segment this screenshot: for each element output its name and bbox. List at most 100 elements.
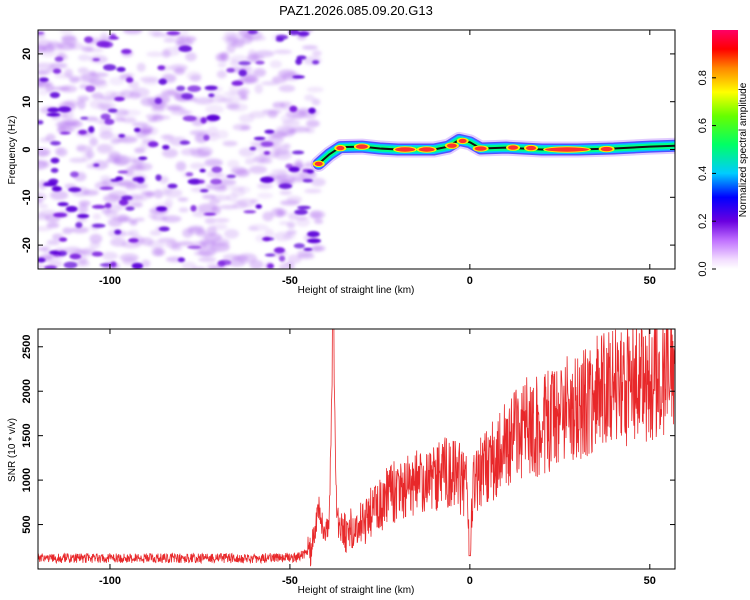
noise-blob [162,144,170,150]
noise-blob [213,185,228,192]
spectrogram-y-tick-label: -10 [21,189,33,205]
noise-blob [228,84,239,94]
noise-blob [278,255,286,262]
noise-blob [179,109,193,116]
noise-blob [163,188,183,198]
noise-blob [78,204,89,214]
noise-blob [281,72,301,81]
noise-blob [236,198,256,208]
noise-blob [166,107,186,112]
noise-blob [211,205,221,215]
noise-blob [286,230,297,235]
noise-blob [57,250,68,257]
noise-blob [304,94,315,102]
noise-blob [186,71,202,81]
noise-blob [118,133,126,138]
noise-blob [70,171,79,178]
noise-blob [138,156,148,161]
noise-blob [185,36,197,42]
noise-blob [42,44,55,53]
noise-blob [91,251,104,257]
noise-blob [247,30,259,35]
noise-blob [58,237,68,242]
noise-blob [170,245,183,251]
noise-blob [297,249,313,257]
snr-y-ticks: 500 1000 1500 2000 2500 [21,335,675,534]
noise-blob [110,178,120,182]
noise-blob [244,157,255,165]
noise-blob [313,219,324,224]
colorbar: 0.0 0.2 0.4 0.6 0.8 Normalized spectral ampl… [697,30,749,277]
noise-blob [38,203,49,209]
spectrogram-x-tick-label: 50 [644,275,656,287]
noise-blob [276,172,288,180]
noise-blob [163,38,177,43]
noise-blob [99,186,114,191]
noise-blob [224,228,239,239]
noise-blob [187,85,202,92]
noise-blob [271,207,283,212]
noise-blob [271,143,283,151]
noise-blob [151,215,168,221]
snr-y-label: SNR (10 * v/v) [7,418,18,482]
ridge-hotspot-core [418,147,435,152]
noise-blob [226,33,245,43]
noise-blob [84,36,93,43]
noise-blob [237,87,250,97]
noise-blob [50,62,68,69]
noise-blob [61,34,77,42]
noise-blob [292,75,305,79]
noise-blob [147,117,158,123]
noise-blob [89,137,98,147]
noise-blob [291,171,302,176]
colorbar-tick-label: 0.6 [697,118,709,133]
noise-blob [117,180,137,188]
noise-blob [50,141,61,146]
noise-blob [192,210,208,218]
noise-blob [43,181,58,187]
noise-blob [179,140,191,145]
noise-blob [268,135,284,144]
noise-blob [85,85,96,93]
noise-light-blobs [38,30,326,269]
noise-blob [218,179,237,186]
noise-blob [136,176,145,184]
noise-blob [204,217,216,225]
noise-blob [107,108,118,113]
noise-blob [247,53,259,63]
noise-blob [198,247,216,257]
noise-blob [49,190,69,200]
noise-blob [57,120,75,127]
noise-blob [89,233,103,244]
colorbar-gradient [712,30,738,269]
noise-blob [230,166,248,175]
noise-blob [203,232,222,242]
spectrogram-y-label: Frequency (Hz) [7,116,18,185]
noise-blob [38,62,54,69]
noise-blob [153,189,164,199]
noise-blob [99,125,113,134]
noise-blob [156,206,168,212]
noise-blob [311,98,321,106]
snr-y-tick-label: 2000 [21,379,33,403]
noise-blob [254,154,266,164]
colorbar-label: Normalized spectral amplitude [738,82,749,217]
noise-blob [207,126,219,137]
colorbar-ticks: 0.0 0.2 0.4 0.6 0.8 [697,70,716,277]
noise-blob [306,86,324,93]
noise-blob [302,178,313,183]
noise-blob [307,231,320,238]
noise-blob [212,223,228,230]
noise-blob [218,52,228,61]
noise-blob [122,30,143,35]
spectrogram-x-label: Height of straight line (km) [298,285,415,296]
noise-blob [303,247,313,252]
noise-blob [124,168,134,177]
ridge-hotspot-core [600,146,613,152]
noise-blob [81,46,94,52]
noise-blob [54,146,64,155]
noise-blob [80,116,89,120]
noise-blob [181,93,194,100]
noise-blob [292,150,305,155]
noise-blob [295,58,302,65]
